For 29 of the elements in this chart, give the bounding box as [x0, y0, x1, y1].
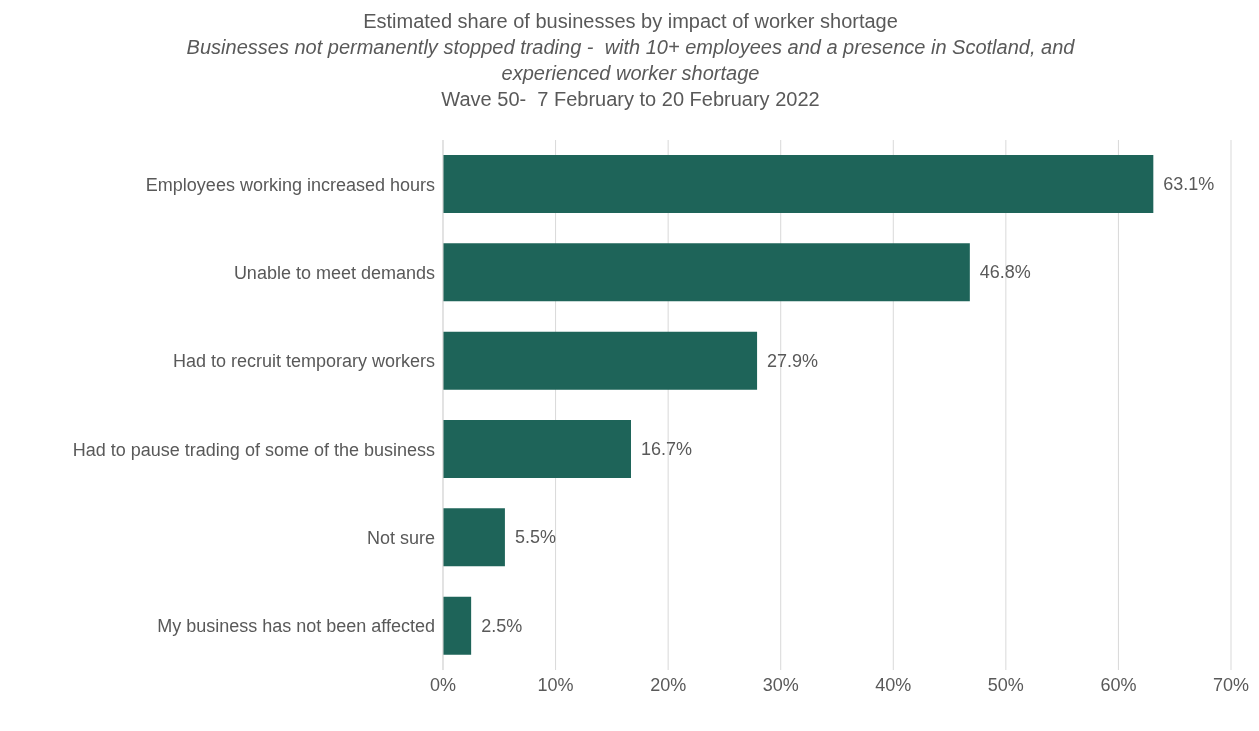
chart-subtitle: Businesses not permanently stopped trading - with 10+ employees and a presence in Scotland, and experienced worker shortage [185, 35, 1076, 86]
y-tick-label: Employees working increased hours [145, 174, 435, 195]
x-tick-label: 20% [650, 674, 687, 695]
y-tick-label: My business has not been affected [157, 616, 435, 637]
bar [443, 596, 472, 655]
y-tick-label: Had to recruit temporary workers [172, 351, 435, 372]
bar [443, 243, 970, 302]
y-tick-label: Not sure [366, 527, 435, 548]
data-label: 46.8% [979, 262, 1031, 283]
bar [443, 508, 505, 567]
y-tick-label: Had to pause trading of some of the business [72, 439, 435, 460]
bar [443, 420, 631, 479]
bar [443, 331, 758, 390]
data-label: 2.5% [481, 615, 523, 636]
x-tick-label: 10% [537, 674, 574, 695]
x-tick-label: 0% [429, 674, 457, 695]
x-tick-label: 40% [875, 674, 912, 695]
bar [443, 155, 1154, 214]
x-tick-label: 30% [762, 674, 799, 695]
y-tick-label: Unable to meet demands [233, 262, 435, 283]
data-label: 16.7% [640, 439, 693, 460]
data-label: 5.5% [514, 527, 556, 548]
x-tick-label: 50% [987, 674, 1024, 695]
text: Wave 50- 7 February to 20 February 2022 [440, 87, 821, 112]
data-label: 27.9% [767, 350, 819, 371]
chart-title: Estimated share of businesses by impact of worker shortage [362, 9, 899, 34]
data-label: 63.1% [1163, 174, 1215, 195]
x-tick-label: 60% [1100, 674, 1137, 695]
x-tick-label: 70% [1212, 674, 1250, 695]
